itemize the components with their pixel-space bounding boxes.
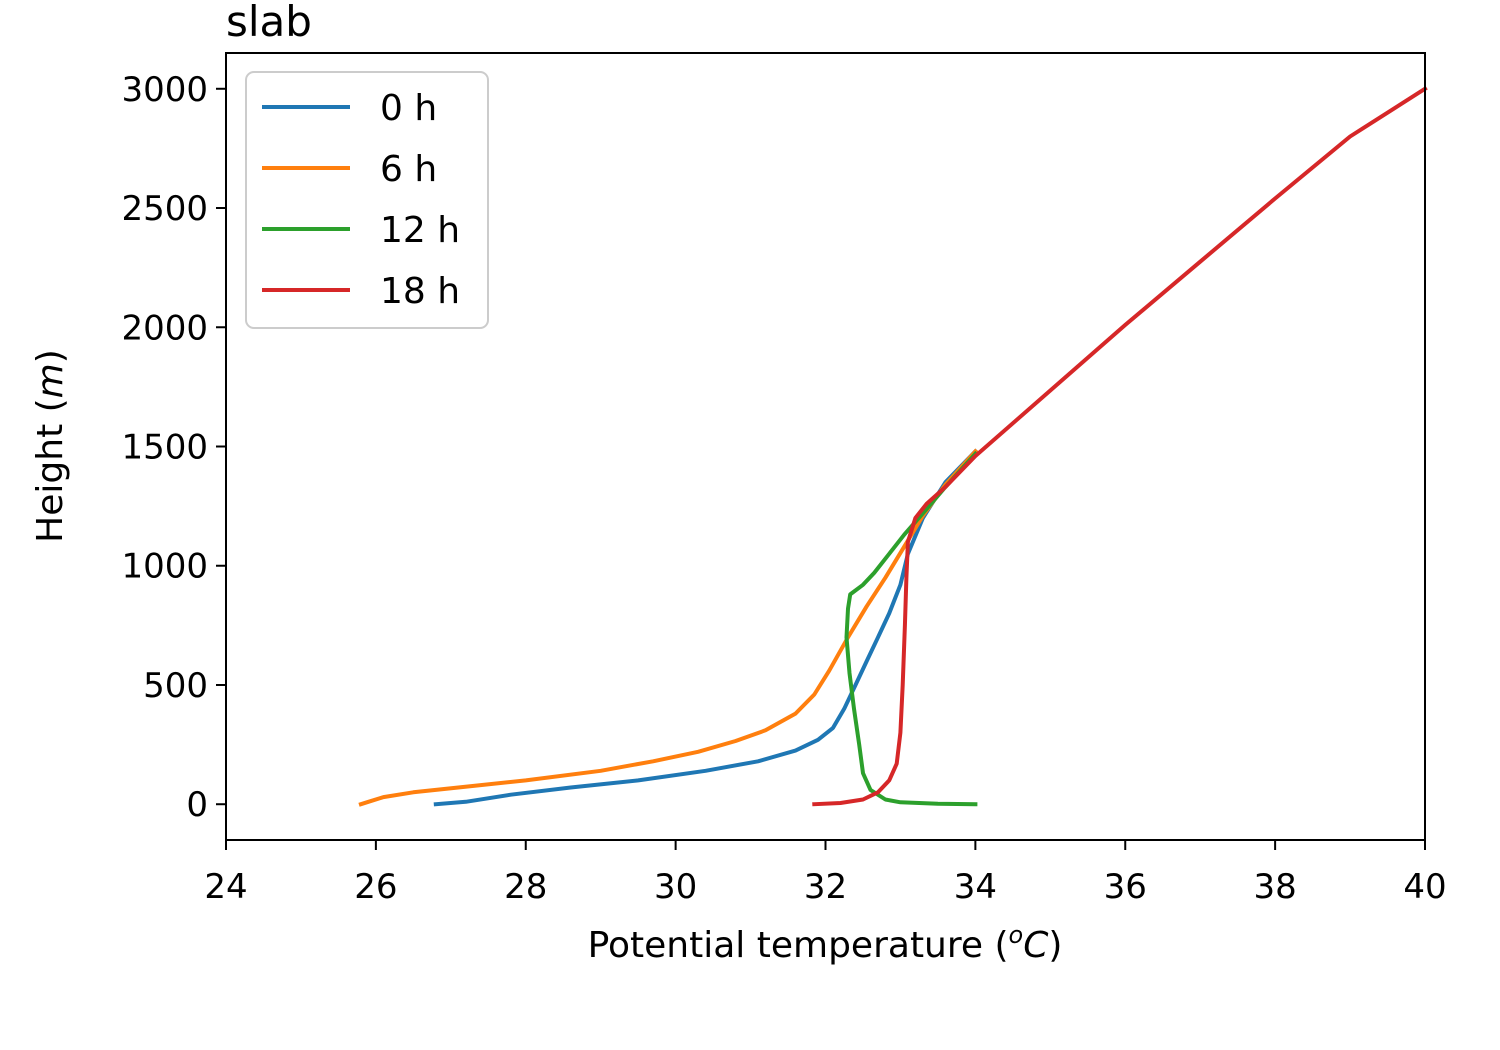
x-axis-label-main: Potential temperature ( — [588, 925, 1009, 966]
x-tick-label: 40 — [1403, 867, 1446, 907]
x-axis-label: Potential temperature (oC) — [588, 921, 1063, 966]
legend-label: 6 h — [380, 149, 437, 190]
y-tick-label: 2500 — [121, 189, 208, 229]
y-axis-label-unit: m — [30, 363, 71, 398]
legend-label: 18 h — [380, 271, 460, 312]
y-tick-label: 500 — [143, 666, 208, 706]
y-tick-label: 1000 — [121, 547, 208, 587]
x-tick-label: 28 — [504, 867, 547, 907]
x-axis-label-close: ) — [1048, 925, 1062, 966]
legend-label: 0 h — [380, 88, 437, 129]
chart-title: slab — [226, 0, 312, 46]
x-tick-label: 38 — [1253, 867, 1296, 907]
legend-label: 12 h — [380, 210, 460, 251]
y-tick-label: 3000 — [121, 70, 208, 110]
y-tick-label: 2000 — [121, 308, 208, 348]
series-line-6h — [358, 448, 979, 807]
y-axis-label-close: ) — [30, 349, 71, 363]
series-line-18h — [812, 86, 1428, 807]
x-tick-label: 26 — [354, 867, 397, 907]
y-tick-label: 1500 — [121, 428, 208, 468]
x-tick-label: 24 — [204, 867, 247, 907]
series-line-12h — [844, 450, 979, 807]
legend: 0 h 6 h 12 h 18 h — [245, 71, 489, 329]
legend-box — [245, 71, 489, 329]
x-axis-label-unit: C — [1023, 925, 1049, 966]
y-axis-label-main: Height ( — [30, 398, 71, 543]
x-tick-label: 36 — [1104, 867, 1147, 907]
y-axis-label: Height (m) — [30, 349, 71, 543]
x-tick-label: 34 — [954, 867, 997, 907]
x-axis-label-sup: o — [1009, 921, 1024, 949]
x-tick-label: 32 — [804, 867, 847, 907]
y-tick-label: 0 — [186, 785, 208, 825]
plot-frame — [225, 52, 1426, 841]
x-tick-label: 30 — [654, 867, 697, 907]
